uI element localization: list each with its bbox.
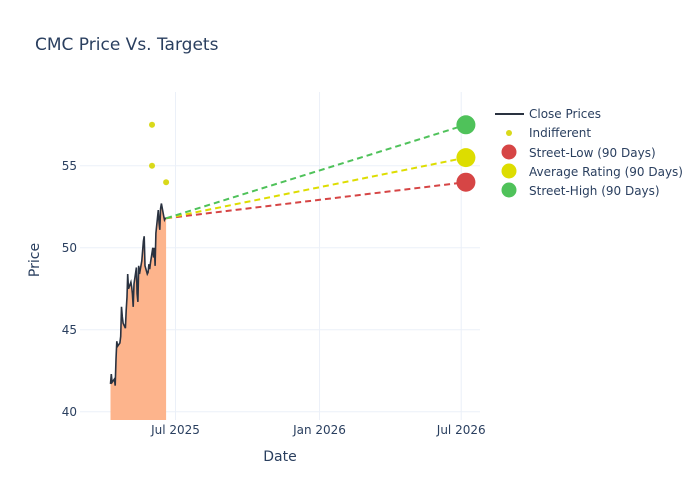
street-low-target-marker xyxy=(456,172,476,192)
indifferent-point xyxy=(149,121,156,128)
legend-item-street-low[interactable]: Street-Low (90 Days) xyxy=(501,144,656,161)
legend-street-high-label: Street-High (90 Days) xyxy=(529,184,660,198)
indifferent-point xyxy=(149,162,156,169)
y-tick-label: 50 xyxy=(62,241,77,255)
x-tick-label: Jan 2026 xyxy=(292,423,346,437)
y-tick-label: 40 xyxy=(62,405,77,419)
legend: Close Prices Indifferent Street-Low (90 … xyxy=(495,107,683,198)
street-high-target-line xyxy=(165,123,467,220)
y-tick-label: 45 xyxy=(62,323,77,337)
legend-street-low-swatch xyxy=(501,144,517,160)
legend-item-close[interactable]: Close Prices xyxy=(495,107,601,121)
area-layer xyxy=(110,203,167,420)
line-layer xyxy=(109,123,467,386)
chart-title: CMC Price Vs. Targets xyxy=(35,35,219,55)
legend-indifferent-swatch xyxy=(506,130,512,136)
marker-layer xyxy=(149,115,476,192)
tick-layer: 40 45 50 55 Jul 2025 Jan 2026 Jul 2026 xyxy=(62,159,486,437)
street-high-target-marker xyxy=(456,115,476,135)
legend-item-indifferent[interactable]: Indifferent xyxy=(506,126,591,140)
legend-street-high-swatch xyxy=(501,182,517,198)
legend-average-swatch xyxy=(501,163,517,179)
legend-average-label: Average Rating (90 Days) xyxy=(529,165,683,179)
y-tick-label: 55 xyxy=(62,159,77,173)
average-rating-target-line xyxy=(165,156,467,220)
legend-close-label: Close Prices xyxy=(529,107,601,121)
y-axis-title: Price xyxy=(27,243,43,277)
x-tick-label: Jul 2026 xyxy=(436,423,486,437)
legend-street-low-label: Street-Low (90 Days) xyxy=(529,146,656,160)
street-low-target-line xyxy=(165,181,467,220)
x-tick-label: Jul 2025 xyxy=(150,423,200,437)
legend-item-street-high[interactable]: Street-High (90 Days) xyxy=(501,182,660,199)
indifferent-point xyxy=(163,179,170,186)
x-axis-title: Date xyxy=(263,449,296,465)
average-rating-target-marker xyxy=(456,148,476,168)
close-price-line xyxy=(109,203,167,386)
legend-item-average[interactable]: Average Rating (90 Days) xyxy=(501,163,684,180)
close-price-area xyxy=(110,203,167,420)
legend-indifferent-label: Indifferent xyxy=(529,126,591,140)
